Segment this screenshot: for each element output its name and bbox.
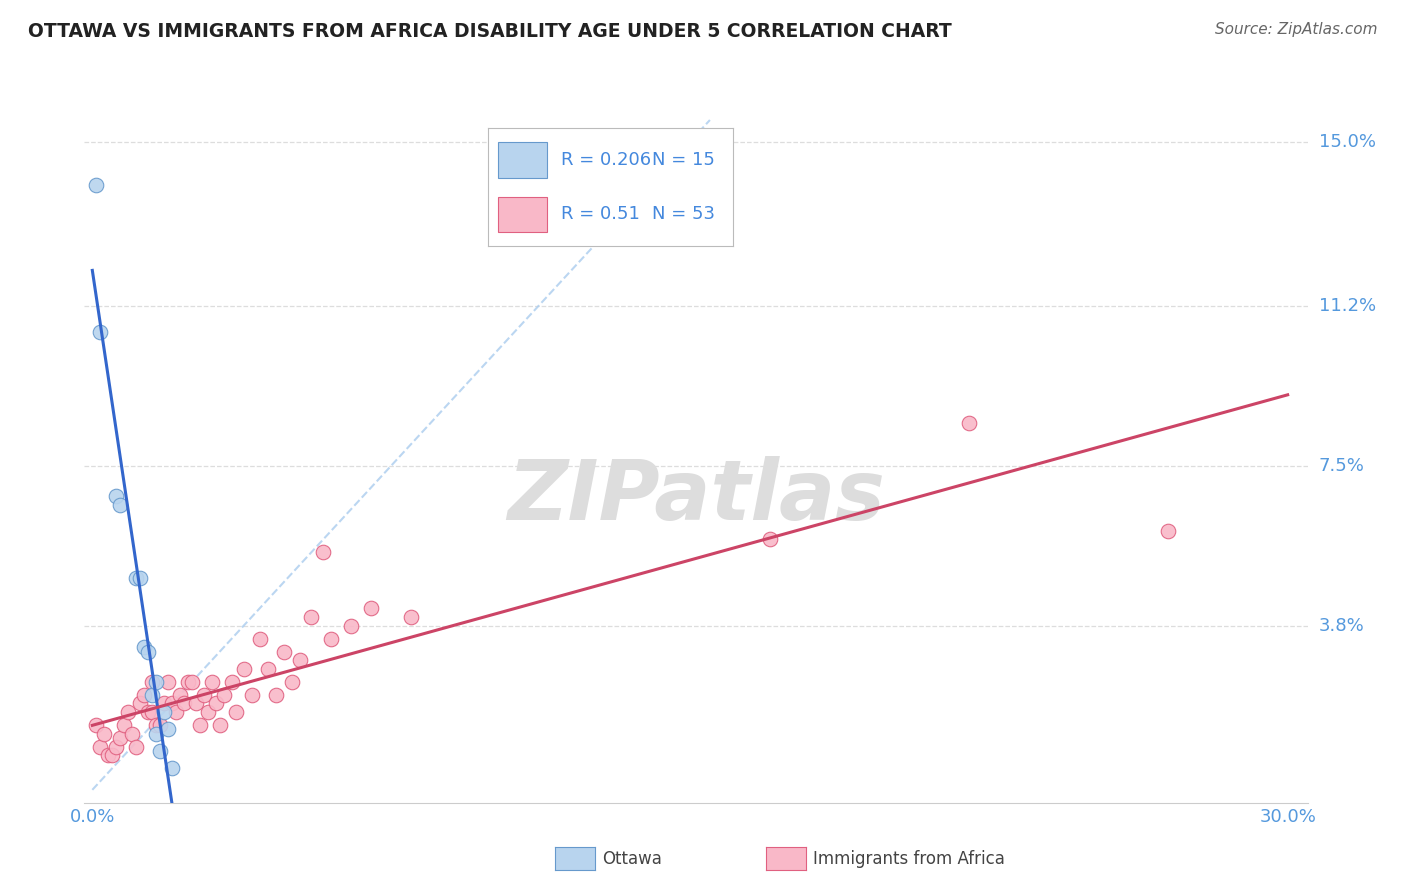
Point <box>758 532 780 546</box>
Text: 7.5%: 7.5% <box>1319 457 1365 475</box>
Text: R = 0.51: R = 0.51 <box>561 205 640 223</box>
Point <box>141 705 163 719</box>
Point <box>312 545 335 559</box>
Text: ZIPatlas: ZIPatlas <box>508 456 884 537</box>
Point <box>280 674 302 689</box>
Point <box>149 718 172 732</box>
Point <box>225 705 247 719</box>
Text: N = 15: N = 15 <box>652 151 714 169</box>
Point <box>240 688 263 702</box>
Point <box>129 571 152 585</box>
Point <box>153 697 176 711</box>
Point <box>177 674 200 689</box>
Point <box>105 739 128 754</box>
Point <box>288 653 311 667</box>
Point <box>193 688 215 702</box>
Point <box>212 688 235 702</box>
Point <box>110 498 132 512</box>
Point <box>97 748 120 763</box>
Point <box>249 632 271 646</box>
Point <box>149 744 172 758</box>
Point <box>169 688 191 702</box>
Text: R = 0.206: R = 0.206 <box>561 151 651 169</box>
Point <box>93 726 115 740</box>
Text: Source: ZipAtlas.com: Source: ZipAtlas.com <box>1215 22 1378 37</box>
Text: Immigrants from Africa: Immigrants from Africa <box>813 850 1004 868</box>
Point <box>160 697 183 711</box>
Point <box>165 705 187 719</box>
Point <box>153 705 176 719</box>
Point <box>157 674 180 689</box>
Point <box>105 489 128 503</box>
Point <box>232 662 254 676</box>
Point <box>129 697 152 711</box>
Point <box>205 697 228 711</box>
Point <box>160 761 183 775</box>
Point <box>184 697 207 711</box>
Point <box>134 688 156 702</box>
Bar <box>498 196 547 232</box>
Point <box>141 688 163 702</box>
Point <box>221 674 243 689</box>
Point <box>125 739 148 754</box>
Point <box>145 726 167 740</box>
Point <box>121 726 143 740</box>
Point <box>112 718 135 732</box>
Point <box>145 674 167 689</box>
Point <box>256 662 278 676</box>
Point <box>1157 524 1180 538</box>
Point <box>101 748 124 763</box>
Point <box>117 705 139 719</box>
Point <box>208 718 231 732</box>
Point <box>340 618 363 632</box>
Point <box>360 601 382 615</box>
Bar <box>498 142 547 178</box>
Point <box>957 416 980 430</box>
Point <box>173 697 195 711</box>
Point <box>136 644 159 658</box>
Text: Ottawa: Ottawa <box>602 850 662 868</box>
Point <box>399 610 422 624</box>
Point <box>264 688 287 702</box>
Text: N = 53: N = 53 <box>652 205 714 223</box>
Point <box>89 739 111 754</box>
Point <box>86 718 108 732</box>
Point <box>201 674 224 689</box>
Point <box>134 640 156 655</box>
Text: 11.2%: 11.2% <box>1319 297 1376 315</box>
Point <box>301 610 323 624</box>
Point <box>181 674 204 689</box>
Point <box>89 325 111 339</box>
Point <box>136 705 159 719</box>
Text: 3.8%: 3.8% <box>1319 616 1364 634</box>
Point <box>145 718 167 732</box>
Point <box>86 178 108 192</box>
Text: 15.0%: 15.0% <box>1319 133 1375 151</box>
Point <box>273 644 295 658</box>
Point <box>188 718 211 732</box>
Point <box>110 731 132 745</box>
Point <box>157 723 180 737</box>
Point <box>141 674 163 689</box>
Text: OTTAWA VS IMMIGRANTS FROM AFRICA DISABILITY AGE UNDER 5 CORRELATION CHART: OTTAWA VS IMMIGRANTS FROM AFRICA DISABIL… <box>28 22 952 41</box>
Point <box>321 632 343 646</box>
Point <box>197 705 219 719</box>
Point <box>125 571 148 585</box>
